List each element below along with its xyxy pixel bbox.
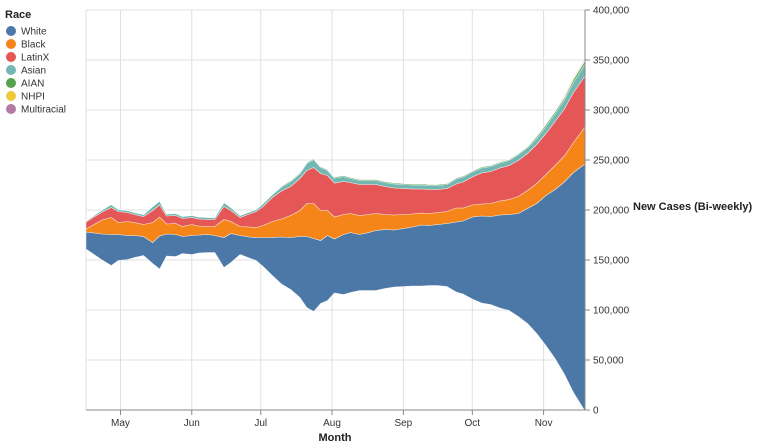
x-tick-label: Jun xyxy=(184,418,200,429)
x-tick-label: Jul xyxy=(254,418,267,429)
y-tick-label: 300,000 xyxy=(593,106,630,117)
legend-swatch-multiracial xyxy=(6,104,16,114)
y-tick-label: 50,000 xyxy=(593,356,624,367)
y-tick-label: 250,000 xyxy=(593,156,630,167)
legend-title: Race xyxy=(5,9,31,21)
legend: Race White Black LatinX Asian AIAN NHPI Multir… xyxy=(5,9,66,116)
legend-label-white: White xyxy=(21,27,47,38)
x-tick-label: Oct xyxy=(465,418,481,429)
x-tick-label: Aug xyxy=(323,418,341,429)
legend-swatch-nhpi xyxy=(6,91,16,101)
y-tick-label: 150,000 xyxy=(593,256,630,267)
axes: 0 50,000 100,000 150,000 200,000 250,000 300,0… xyxy=(86,6,630,429)
legend-label-asian: Asian xyxy=(21,66,46,77)
y-tick-label: 0 xyxy=(593,406,599,417)
x-axis-title: Month xyxy=(319,432,352,444)
y-axis-title: New Cases (Bi-weekly) xyxy=(633,201,753,213)
area-series xyxy=(85,57,586,413)
legend-label-latinx: LatinX xyxy=(21,53,50,64)
legend-label-black: Black xyxy=(21,40,46,51)
x-tick-label: Sep xyxy=(394,418,412,429)
legend-label-nhpi: NHPI xyxy=(21,92,45,103)
legend-swatch-asian xyxy=(6,65,16,75)
legend-label-aian: AIAN xyxy=(21,79,44,90)
x-tick-label: Nov xyxy=(535,418,553,429)
legend-swatch-black xyxy=(6,39,16,49)
legend-swatch-latinx xyxy=(6,52,16,62)
legend-label-multiracial: Multiracial xyxy=(21,105,66,116)
legend-swatch-aian xyxy=(6,78,16,88)
y-tick-label: 400,000 xyxy=(593,6,630,17)
y-tick-label: 350,000 xyxy=(593,56,630,67)
y-tick-label: 200,000 xyxy=(593,206,630,217)
legend-swatch-white xyxy=(6,26,16,36)
x-tick-label: May xyxy=(111,418,130,429)
y-tick-label: 100,000 xyxy=(593,306,630,317)
